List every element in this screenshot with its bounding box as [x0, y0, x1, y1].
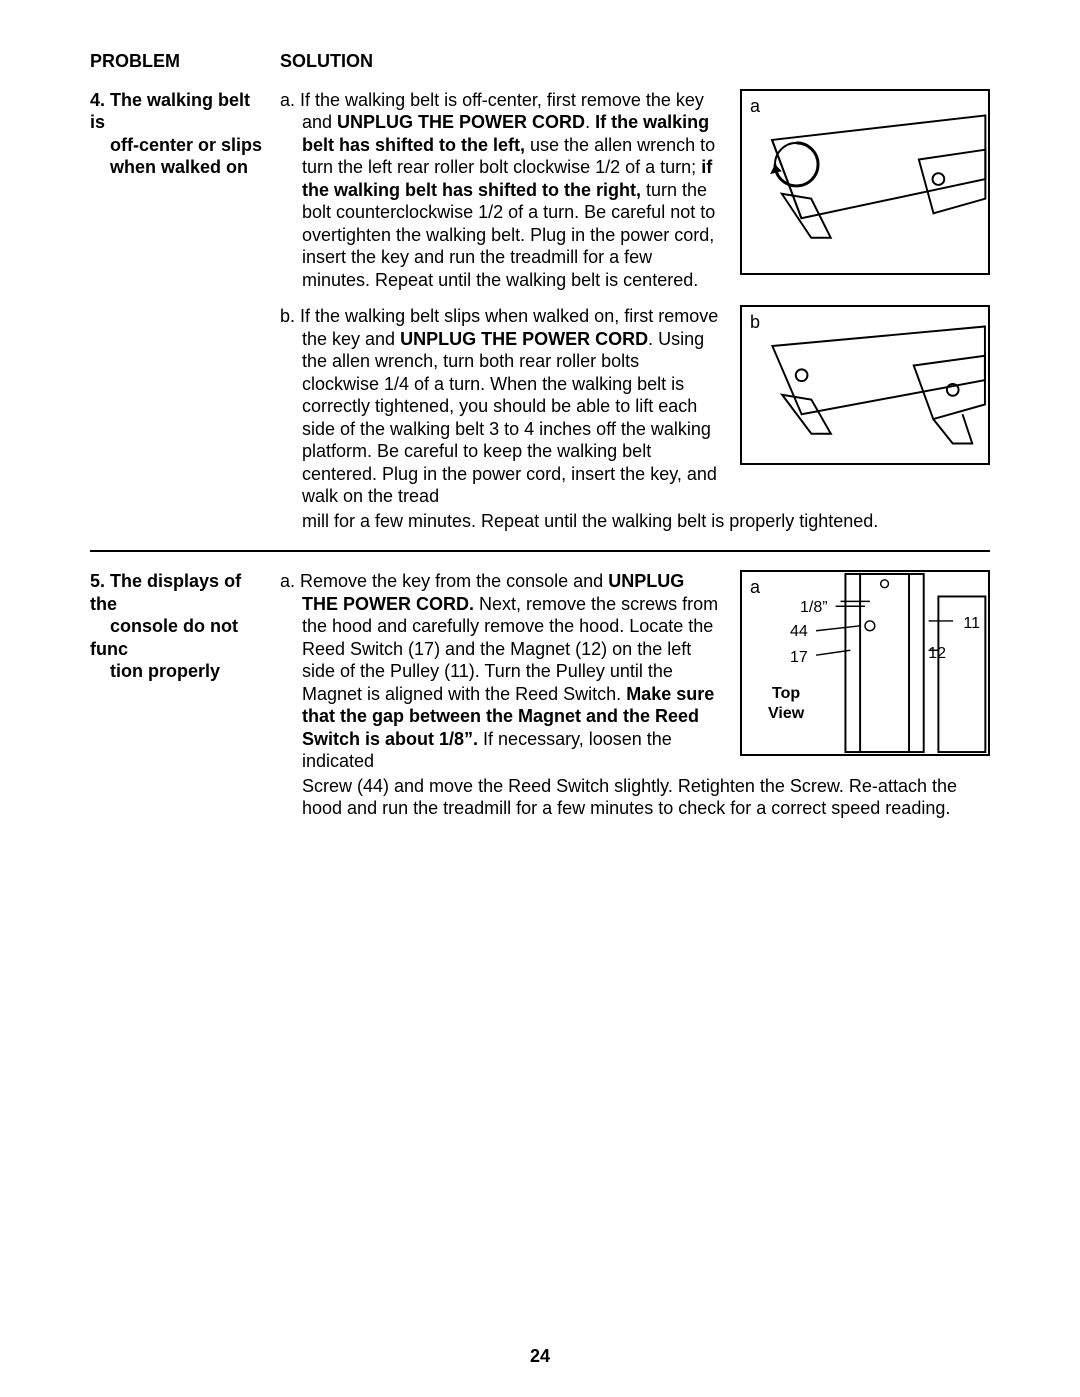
solution-5a-continuation: Screw (44) and move the Reed Switch slig… — [280, 775, 990, 820]
fig-11-label: 11 — [963, 614, 980, 634]
treadmill-belt-icon — [742, 307, 988, 463]
fig-44-label: 44 — [790, 622, 808, 642]
treadmill-belt-icon — [742, 91, 988, 273]
fig-17-label: 17 — [790, 648, 808, 668]
fig-gap-label: 1/8” — [800, 598, 828, 618]
figure-4a: a — [740, 89, 990, 292]
header-solution: SOLUTION — [280, 50, 990, 73]
solution-area-5: a. Remove the key from the console and U… — [280, 570, 990, 820]
manual-page: PROBLEM SOLUTION 4. The walking belt is … — [0, 0, 1080, 1397]
solution-4b: b. If the walking belt slips when walked… — [280, 305, 990, 508]
fig-view-label: View — [768, 704, 804, 724]
figure-4b: b — [740, 305, 990, 508]
solution-4a: a. If the walking belt is off-center, fi… — [280, 89, 990, 292]
reed-switch-diagram-icon — [742, 572, 988, 754]
problem-5-title: 5. The displays of the console do not fu… — [90, 570, 280, 820]
problem-row-4: 4. The walking belt is off-center or sli… — [90, 81, 990, 533]
fig-12-label: 12 — [928, 644, 946, 664]
section-divider — [90, 550, 990, 552]
table-headers: PROBLEM SOLUTION — [90, 50, 990, 73]
problem-4-title: 4. The walking belt is off-center or sli… — [90, 89, 280, 533]
fig-top-label: Top — [772, 684, 800, 704]
figure-5a: a — [740, 570, 990, 773]
page-number: 24 — [0, 1345, 1080, 1368]
solution-5a: a. Remove the key from the console and U… — [280, 570, 990, 773]
solution-4b-continuation: mill for a few minutes. Repeat until the… — [280, 510, 990, 533]
problem-row-5: 5. The displays of the console do not fu… — [90, 562, 990, 820]
solution-area-4: a. If the walking belt is off-center, fi… — [280, 89, 990, 533]
header-problem: PROBLEM — [90, 50, 280, 73]
